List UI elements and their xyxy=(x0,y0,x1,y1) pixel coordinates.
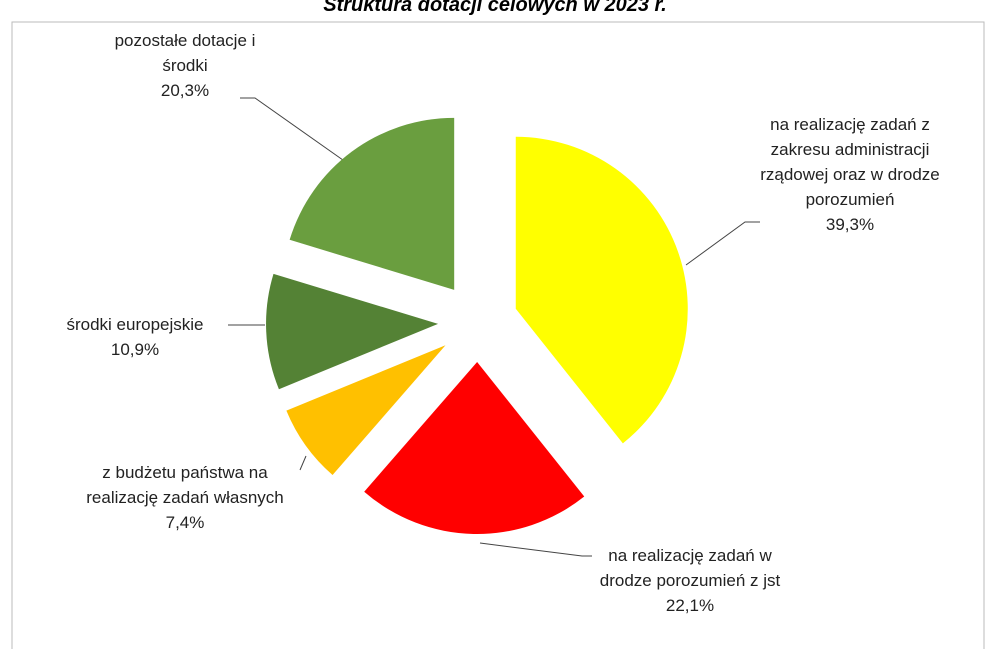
slice-label: z budżetu państwa na realizację zadań wł… xyxy=(80,460,290,535)
leader-line xyxy=(479,542,592,557)
category-label: na realizację zadań z zakresu administra… xyxy=(760,115,940,209)
category-label: pozostałe dotacje i środki xyxy=(114,31,256,75)
leader-lines xyxy=(228,97,760,557)
value-label: 10,9% xyxy=(110,340,160,359)
value-label: 20,3% xyxy=(160,81,210,100)
slice-label: na realizację zadań z zakresu administra… xyxy=(750,112,950,237)
leader-line xyxy=(299,455,307,471)
pie-slice xyxy=(364,361,585,534)
pie-slice xyxy=(515,136,688,444)
category-label: na realizację zadań w drodze porozumień … xyxy=(599,546,781,590)
plot-frame xyxy=(11,21,985,649)
chart-title: Struktura dotacji celowych w 2023 r. xyxy=(323,0,667,16)
pie-slice xyxy=(289,117,455,290)
category-label: środki europejskie xyxy=(66,315,204,334)
value-label: 39,3% xyxy=(825,215,875,234)
pie-slice xyxy=(286,345,446,476)
slice-label: na realizację zadań w drodze porozumień … xyxy=(590,543,790,618)
leader-line xyxy=(240,97,351,166)
value-label: 22,1% xyxy=(665,596,715,615)
slice-label: pozostałe dotacje i środki 20,3% xyxy=(105,28,265,103)
slice-label: środki europejskie 10,9% xyxy=(35,312,235,362)
category-label: z budżetu państwa na realizację zadań wł… xyxy=(86,463,284,507)
pie-slice xyxy=(266,273,439,390)
value-label: 7,4% xyxy=(165,513,205,532)
leader-line xyxy=(685,221,760,266)
